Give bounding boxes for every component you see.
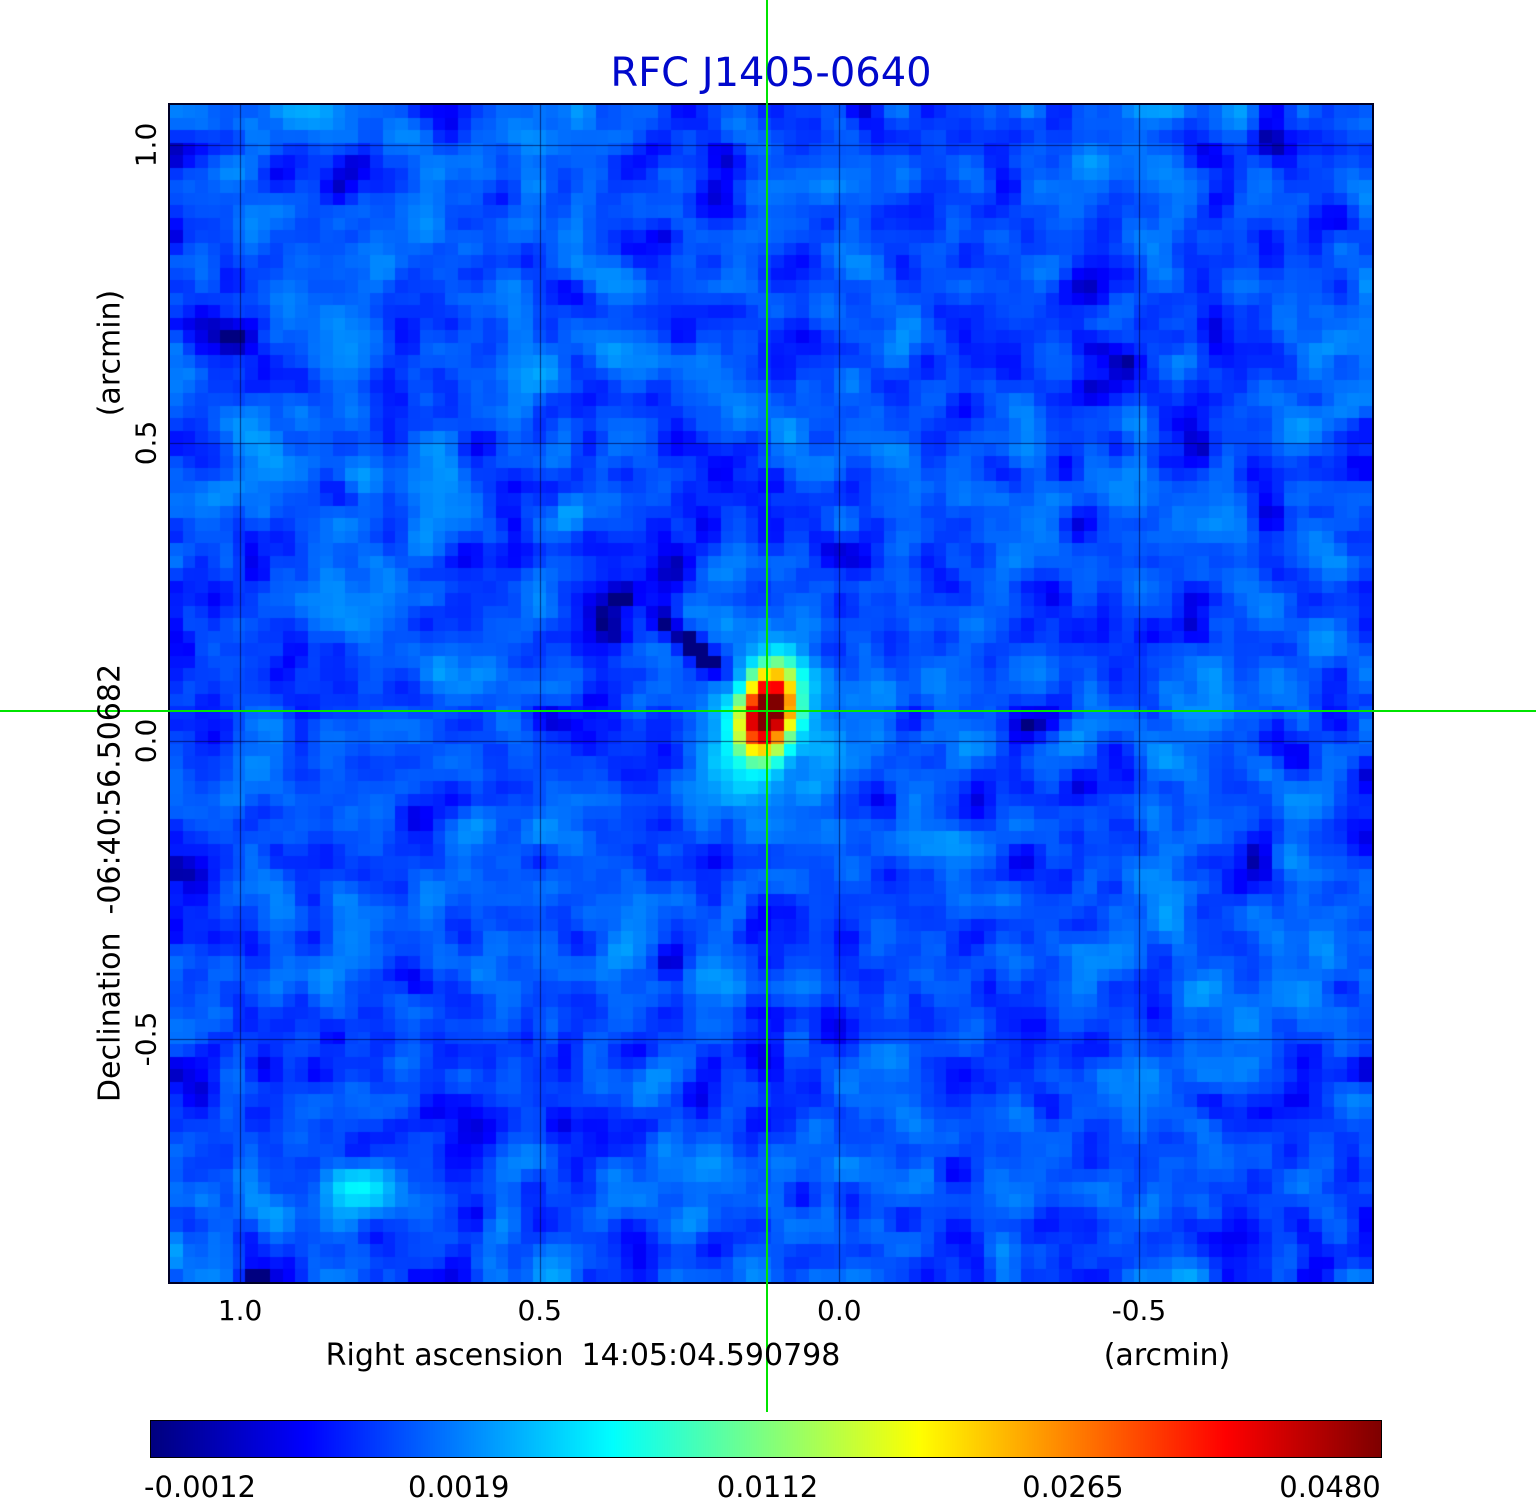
x-tick-label: 1.0: [217, 1294, 263, 1327]
crosshair-horizontal-line: [0, 710, 1536, 713]
x-axis-unit: (arcmin): [1103, 1338, 1231, 1373]
colorbar: [150, 1420, 1382, 1458]
y-tick-label: 0.5: [129, 420, 163, 466]
colorbar-tick-label: 0.0480: [1279, 1470, 1381, 1504]
x-axis-label: Right ascension 14:05:04.590798: [326, 1338, 841, 1373]
y-axis-name: Declination: [92, 932, 128, 1103]
colorbar-tick-label: 0.0112: [716, 1470, 819, 1504]
x-tick-label: -0.5: [1111, 1294, 1167, 1327]
y-axis-coordinate: -06:40:56.50682: [92, 663, 128, 915]
colorbar-tick-label: 0.0019: [407, 1470, 510, 1504]
y-axis-label: Declination -06:40:56.50682: [93, 664, 128, 1102]
y-tick-label: -0.5: [129, 1011, 163, 1067]
heatmap-canvas: [170, 105, 1372, 1282]
y-tick-label: 1.0: [129, 122, 163, 168]
plot-area: [168, 103, 1374, 1284]
colorbar-tick-label: 0.0265: [1022, 1470, 1124, 1504]
y-axis-unit: (arcmin): [92, 289, 128, 417]
x-tick-label: 0.5: [517, 1294, 562, 1327]
plot-title: RFC J1405-0640: [610, 50, 932, 96]
x-tick-label: 0.0: [817, 1294, 862, 1327]
y-tick-label: 0.0: [129, 718, 163, 764]
x-axis-name: Right ascension: [325, 1338, 564, 1373]
x-axis-coordinate: 14:05:04.590798: [581, 1338, 841, 1373]
colorbar-tick-label: -0.0012: [144, 1470, 256, 1504]
crosshair-vertical-line: [766, 0, 769, 1412]
